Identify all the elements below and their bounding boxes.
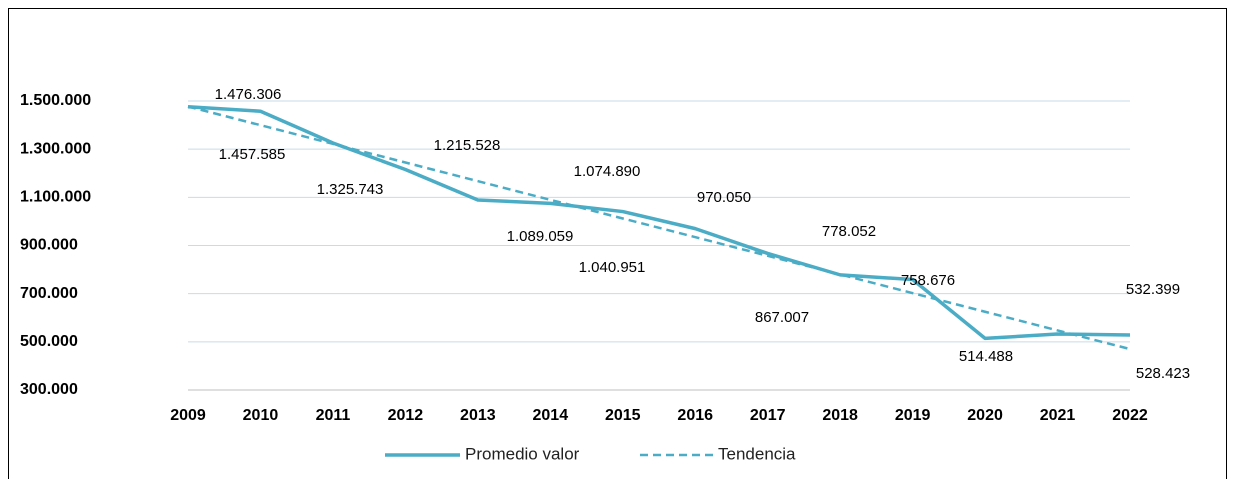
x-tick-label: 2015 — [605, 407, 641, 424]
x-tick-label: 2014 — [533, 407, 569, 424]
data-label: 1.476.306 — [215, 86, 282, 103]
data-label: 778.052 — [822, 223, 876, 240]
x-tick-label: 2018 — [822, 407, 858, 424]
data-label: 1.457.585 — [219, 146, 286, 163]
x-tick-label: 2012 — [388, 407, 424, 424]
x-tick-label: 2010 — [243, 407, 279, 424]
data-label: 532.399 — [1126, 281, 1180, 298]
y-tick-label: 1.300.000 — [20, 140, 91, 157]
legend-label: Tendencia — [718, 444, 796, 463]
data-line — [187, 104, 1131, 341]
data-label: 867.007 — [755, 309, 809, 326]
data-label: 1.040.951 — [579, 259, 646, 276]
y-tick-label: 1.100.000 — [20, 189, 91, 206]
legend-label: Promedio valor — [465, 444, 580, 463]
data-label: 758.676 — [901, 272, 955, 289]
y-tick-label: 300.000 — [20, 381, 78, 398]
x-tick-label: 2017 — [750, 407, 786, 424]
data-label: 1.215.528 — [434, 137, 501, 154]
x-tick-label: 2011 — [316, 407, 351, 424]
y-tick-label: 1.500.000 — [20, 92, 91, 109]
x-tick-label: 2019 — [895, 407, 931, 424]
data-label: 514.488 — [959, 348, 1013, 365]
trend-line — [187, 105, 1131, 351]
data-label: 1.074.890 — [574, 163, 641, 180]
y-tick-label: 500.000 — [20, 333, 78, 350]
x-tick-label: 2016 — [677, 407, 713, 424]
x-tick-label: 2021 — [1040, 407, 1076, 424]
y-tick-label: 700.000 — [20, 285, 78, 302]
x-tick-label: 2022 — [1112, 407, 1148, 424]
x-tick-label: 2013 — [460, 407, 496, 424]
data-label: 970.050 — [697, 189, 751, 206]
y-tick-label: 900.000 — [20, 237, 78, 254]
data-label: 1.089.059 — [507, 228, 574, 245]
data-label: 528.423 — [1136, 365, 1190, 382]
frame — [8, 8, 1227, 479]
data-label: 1.325.743 — [317, 181, 384, 198]
x-tick-label: 2009 — [170, 407, 206, 424]
x-tick-label: 2020 — [967, 407, 1003, 424]
